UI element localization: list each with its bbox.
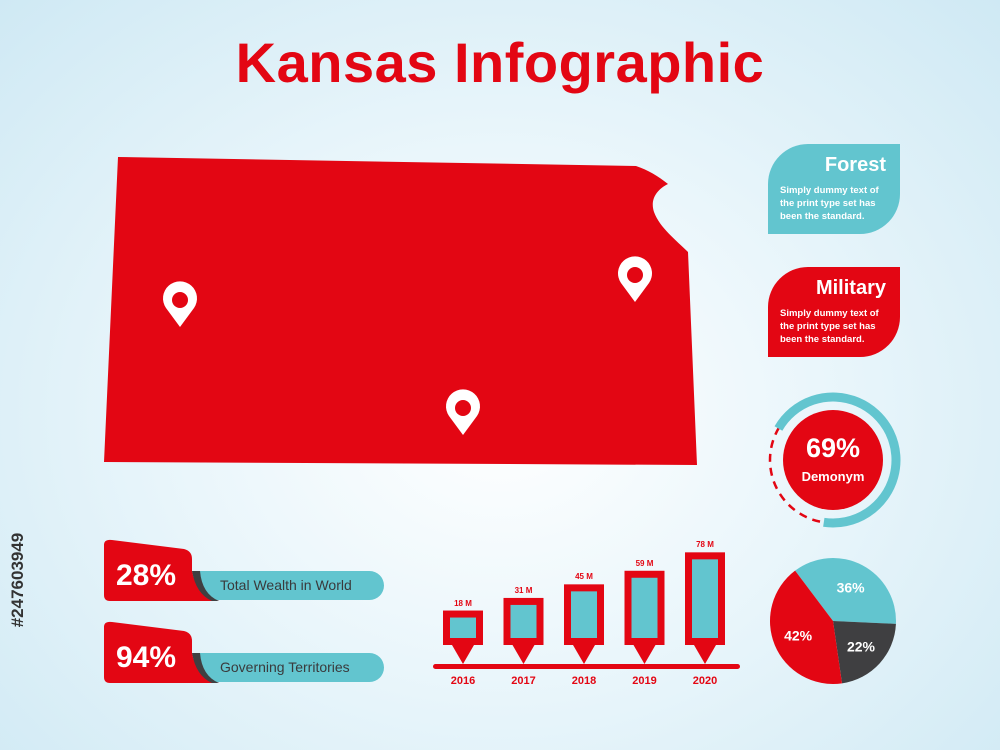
bar-pointer [452, 645, 474, 664]
bar-category-label: 2017 [511, 675, 536, 687]
pie-slice-label: 22% [847, 638, 876, 654]
bar-data-label: 78 M [696, 540, 714, 550]
pie-slice [795, 558, 896, 624]
pie-slice [833, 621, 896, 684]
map-pin-icon [618, 256, 652, 302]
donut-label: Demonym [801, 469, 865, 484]
card-text: Simply dummy text of the print type set … [780, 185, 879, 222]
bar-pointer [633, 645, 656, 664]
bar-category-label: 2018 [571, 675, 597, 687]
bar-data-label: 45 M [575, 572, 593, 582]
bar-data-label: 18 M [454, 598, 472, 608]
forest-card: Forest Simply dummy text of the print ty… [768, 144, 900, 234]
kansas-state-shape [104, 157, 697, 465]
pie-chart: 36% 22% 42% [770, 558, 896, 684]
donut-center [783, 410, 883, 510]
military-card: Military Simply dummy text of the print … [768, 267, 900, 357]
bar-fill-2019 [631, 577, 658, 638]
bar-fill-2020 [692, 559, 718, 638]
card-heading: Military [815, 277, 886, 299]
stat-label-pill [194, 653, 384, 682]
stat-label-pill [194, 571, 384, 600]
bar-category-label: 2016 [450, 675, 476, 687]
bar-pointer [573, 645, 595, 664]
bar-category-label: 2020 [692, 675, 718, 687]
card-heading: Forest [824, 154, 886, 176]
bar-baseline [433, 664, 740, 669]
map-pin-icon [163, 281, 197, 327]
bar-data-label: 31 M [514, 585, 533, 595]
bar-pointer [512, 645, 535, 664]
bar-fill-2018 [571, 591, 597, 638]
demonym-donut [768, 392, 901, 528]
stat-governing-territories: 94% Governing Territories [104, 621, 394, 685]
bar-pointer [694, 645, 716, 664]
card-text: Simply dummy text of the print type set … [780, 308, 879, 345]
bar-fill-2017 [510, 604, 537, 638]
pie-slice [770, 570, 842, 684]
pie-slice-label: 42% [784, 628, 813, 644]
stat-label: Total Wealth in World [220, 577, 352, 593]
donut-value: 69% [805, 433, 861, 463]
bar-fill-2016 [450, 617, 476, 638]
bar-data-label: 59 M [635, 558, 654, 568]
donut-progress-arc [774, 392, 901, 528]
stat-value: 94% [116, 641, 177, 674]
page-title: Kansas Infographic [235, 31, 765, 94]
bar-category-label: 2019 [632, 675, 657, 687]
pie-slice-label: 36% [837, 580, 866, 596]
stat-label: Governing Territories [220, 659, 350, 675]
stat-total-wealth: 28% Total Wealth in World [104, 539, 394, 603]
stat-value: 28% [116, 559, 177, 592]
map-pin-icon [446, 389, 480, 435]
